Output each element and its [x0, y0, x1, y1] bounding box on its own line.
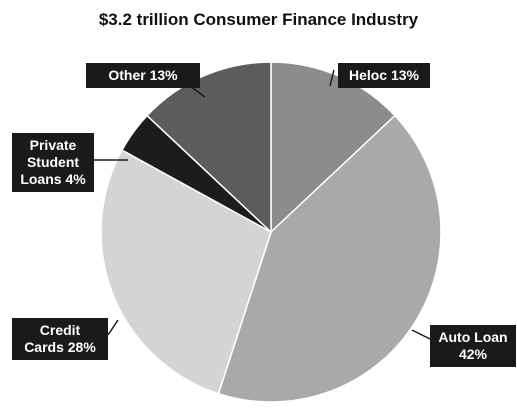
- leader-line: [107, 319, 119, 336]
- pie-slice: [146, 61, 272, 234]
- category-label: Heloc: [348, 67, 388, 83]
- pie-slice: [217, 114, 442, 403]
- slice-label: Auto Loan 42%: [430, 325, 516, 367]
- chart-title: $3.2 trillion Consumer Finance Industry: [98, 10, 419, 29]
- slice-label: Credit Cards 28%: [12, 318, 108, 360]
- category-label: Auto Loan: [438, 329, 508, 345]
- leader-line: [329, 69, 335, 87]
- leader-line: [411, 329, 433, 341]
- value-label: 4%: [65, 171, 86, 187]
- value-label: 42%: [458, 346, 488, 362]
- value-label: 28%: [67, 339, 96, 355]
- pie-slice: [100, 149, 272, 395]
- value-label: 13%: [149, 67, 178, 83]
- category-label: Private Student Loans: [20, 137, 80, 187]
- value-label: 13%: [390, 67, 420, 83]
- category-label: Credit Cards: [24, 322, 81, 355]
- slice-label: Other 13%: [86, 63, 200, 88]
- slice-label: Heloc 13%: [338, 63, 430, 88]
- slice-label: Private Student Loans 4%: [12, 133, 94, 192]
- category-label: Other: [108, 67, 146, 83]
